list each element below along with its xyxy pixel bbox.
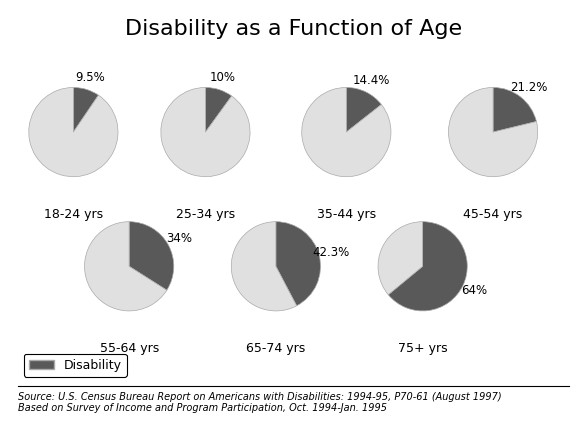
Text: 35-44 yrs: 35-44 yrs: [317, 208, 376, 221]
Wedge shape: [378, 222, 423, 295]
Text: Source: U.S. Census Bureau Report on Americans with Disabilities: 1994-95, P70-6: Source: U.S. Census Bureau Report on Ame…: [18, 392, 501, 414]
Text: 9.5%: 9.5%: [75, 71, 105, 84]
Wedge shape: [85, 222, 167, 311]
Text: 34%: 34%: [166, 232, 192, 245]
Text: 10%: 10%: [210, 71, 236, 84]
Legend: Disability: Disability: [24, 354, 127, 377]
Wedge shape: [493, 87, 537, 132]
Wedge shape: [161, 87, 250, 177]
Wedge shape: [448, 87, 538, 177]
Wedge shape: [346, 87, 382, 132]
Wedge shape: [73, 87, 99, 132]
Text: 55-64 yrs: 55-64 yrs: [100, 342, 158, 355]
Text: 65-74 yrs: 65-74 yrs: [247, 342, 305, 355]
Wedge shape: [388, 222, 467, 311]
Wedge shape: [205, 87, 232, 132]
Text: 42.3%: 42.3%: [313, 246, 350, 259]
Wedge shape: [29, 87, 118, 177]
Text: 45-54 yrs: 45-54 yrs: [464, 208, 522, 221]
Wedge shape: [231, 222, 296, 311]
Wedge shape: [302, 87, 391, 177]
Text: 21.2%: 21.2%: [510, 81, 547, 94]
Text: 18-24 yrs: 18-24 yrs: [44, 208, 103, 221]
Text: 14.4%: 14.4%: [353, 74, 390, 87]
Text: 25-34 yrs: 25-34 yrs: [176, 208, 235, 221]
Wedge shape: [129, 222, 174, 290]
Text: 75+ yrs: 75+ yrs: [398, 342, 447, 355]
Wedge shape: [276, 222, 321, 306]
Text: Disability as a Function of Age: Disability as a Function of Age: [125, 19, 462, 39]
Text: 64%: 64%: [461, 284, 487, 297]
